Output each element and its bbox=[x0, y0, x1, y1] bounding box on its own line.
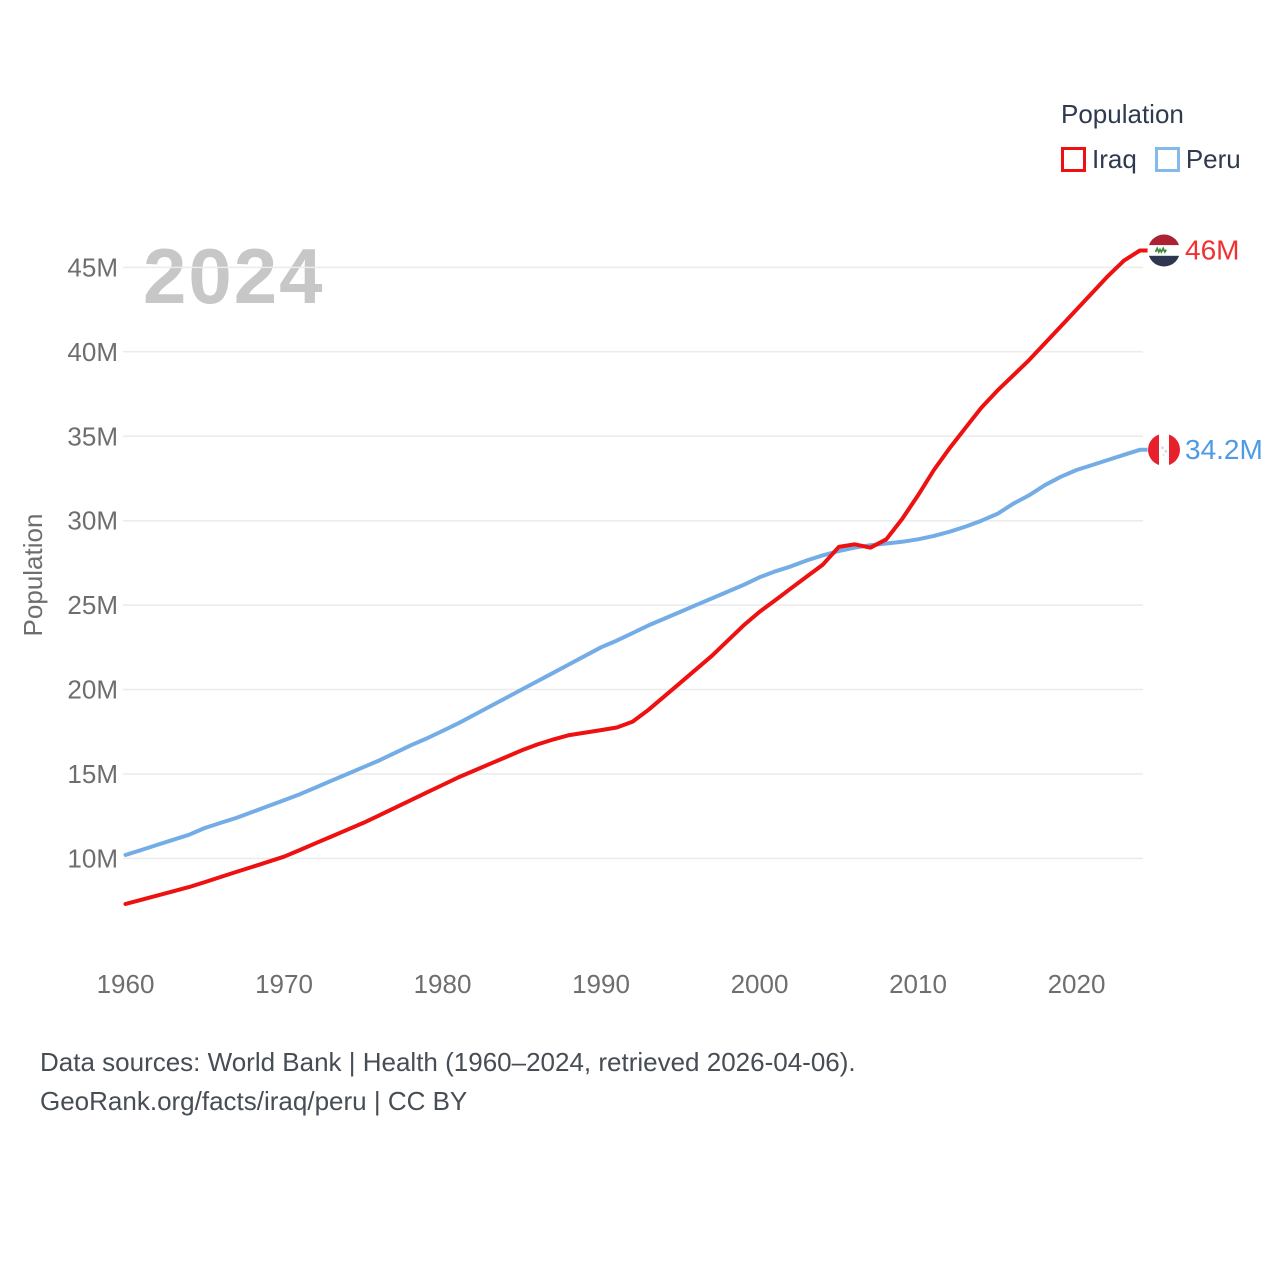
legend: Population Iraq Peru bbox=[1061, 99, 1241, 175]
x-tick-label: 1980 bbox=[414, 969, 472, 999]
legend-item-label: Iraq bbox=[1092, 144, 1137, 174]
y-axis-title: Population bbox=[18, 514, 48, 637]
data-sources-line: Data sources: World Bank | Health (1960–… bbox=[40, 1047, 856, 1077]
iraq-swatch-icon bbox=[1061, 147, 1086, 172]
peru-flag-icon bbox=[1147, 433, 1181, 467]
peru-swatch-icon bbox=[1154, 147, 1180, 172]
iraq-line bbox=[123, 248, 1151, 906]
legend-item-peru[interactable]: Peru bbox=[1154, 144, 1241, 175]
x-tick-label: 1990 bbox=[572, 969, 630, 999]
y-tick-label: 40M bbox=[67, 337, 118, 367]
x-tick-label: 2020 bbox=[1048, 969, 1106, 999]
legend-title: Population bbox=[1061, 99, 1184, 129]
x-tick-label: 1960 bbox=[97, 969, 155, 999]
x-tick-label: 1970 bbox=[255, 969, 313, 999]
legend-item-iraq[interactable]: Iraq bbox=[1061, 144, 1137, 175]
y-tick-label: 45M bbox=[67, 252, 118, 282]
x-tick-label: 2010 bbox=[889, 969, 947, 999]
peru-end-label: 34.2M bbox=[1185, 434, 1263, 465]
legend-item-label: Peru bbox=[1185, 144, 1241, 174]
x-axis-ticks: 1960 1970 1980 1990 2000 2010 2020 bbox=[97, 969, 1106, 999]
iraq-end-label: 46M bbox=[1185, 235, 1239, 266]
y-tick-label: 10M bbox=[67, 843, 118, 873]
y-tick-label: 30M bbox=[67, 506, 118, 536]
y-tick-label: 25M bbox=[67, 590, 118, 620]
attribution-line: GeoRank.org/facts/iraq/peru | CC BY bbox=[40, 1086, 468, 1116]
iraq-flag-icon bbox=[1147, 234, 1181, 267]
footer: Data sources: World Bank | Health (1960–… bbox=[40, 1043, 856, 1121]
y-tick-label: 20M bbox=[67, 675, 118, 705]
peru-line bbox=[123, 447, 1151, 857]
y-tick-label: 15M bbox=[67, 759, 118, 789]
y-tick-label: 35M bbox=[67, 421, 118, 451]
gridlines bbox=[123, 266, 1143, 860]
x-tick-label: 2000 bbox=[731, 969, 789, 999]
chart-year-watermark: 2024 bbox=[143, 232, 325, 320]
legend-items: Iraq Peru bbox=[1061, 144, 1241, 175]
y-axis-ticks: 10M 15M 20M 25M 30M 35M 40M 45M bbox=[67, 252, 118, 873]
